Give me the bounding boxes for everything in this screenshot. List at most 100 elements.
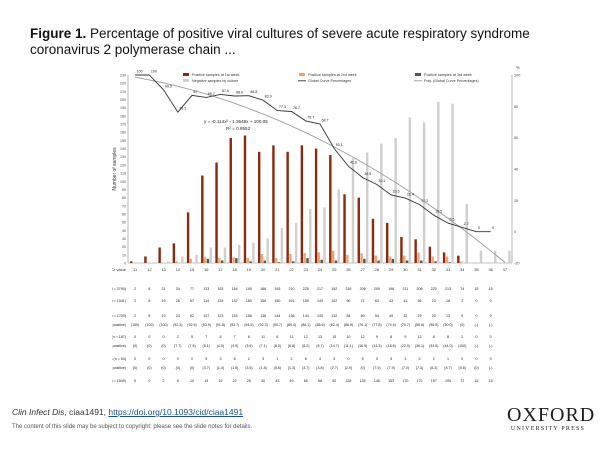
y-tick-label: 150	[120, 139, 126, 143]
table-cell: 210	[289, 287, 295, 291]
table-cell: (7.1)	[259, 344, 266, 348]
bar-week2	[246, 258, 250, 263]
y-tick-label: 160	[120, 131, 126, 135]
curve-data-label: 90.5	[165, 84, 172, 88]
table-cell: (93.7)	[230, 323, 239, 327]
bar-week2	[388, 256, 392, 263]
table-cell: (-)	[489, 344, 493, 348]
table-cell: 54	[375, 314, 379, 318]
x-tick-label: 37	[503, 267, 508, 272]
table-cell: 153	[232, 314, 238, 318]
table-cell: 8	[433, 335, 435, 339]
article-id: , ciaa1491,	[64, 407, 109, 417]
table-cell: 6	[276, 335, 278, 339]
table-cell: (0)	[360, 366, 364, 370]
table-cell: 49	[290, 379, 294, 383]
table-cell: (0)	[133, 366, 137, 370]
table-cell: (-)	[475, 344, 479, 348]
table-cell: 74	[460, 287, 464, 291]
journal-name: Clin Infect Dis	[12, 407, 65, 417]
table-cell: 77	[190, 287, 194, 291]
y-tick-label: 0	[124, 262, 126, 266]
y-tick-label: 220	[120, 82, 126, 86]
curve-data-label: 85.7	[208, 92, 215, 96]
bar-week3	[420, 260, 423, 263]
table-cell: 0	[148, 335, 150, 339]
table-cell: (0)	[474, 366, 478, 370]
table-cell: 2	[134, 314, 136, 318]
table-cell: 2	[134, 299, 136, 303]
table-cell: 49	[389, 314, 393, 318]
table-cell: 135	[360, 379, 366, 383]
curve-data-label: 76.7	[293, 106, 300, 110]
table-cell: 2	[433, 357, 435, 361]
bar-week1	[414, 239, 417, 263]
table-cell: (7.0)	[402, 366, 409, 370]
y-tick-label: 170	[120, 123, 126, 127]
table-cell: (70.7)	[401, 323, 410, 327]
table-cell: 30	[261, 379, 265, 383]
bar-week2	[360, 253, 363, 263]
table-cell: 0	[490, 299, 492, 303]
table-cell: 3	[419, 357, 421, 361]
table-cell: 7	[205, 335, 207, 339]
bar-negative	[223, 247, 227, 263]
curve-data-label: 83.9	[265, 95, 272, 99]
bar-week3	[277, 262, 281, 263]
y-tick-label: 40	[122, 229, 126, 233]
legend-label: Positive samples at 1st week	[192, 73, 239, 77]
table-row-label: Week 3: number of positives (n = 54)	[112, 357, 126, 361]
bar-negative	[309, 209, 312, 263]
y2-tick-label: 60	[514, 136, 518, 140]
bar-week1	[272, 145, 275, 263]
bar-week1	[243, 135, 247, 263]
y-axis-title: Number of samples	[112, 147, 118, 191]
table-cell: 1	[276, 357, 278, 361]
table-cell: (18.6)	[386, 344, 395, 348]
culture-chart: 0102030405060708090100110120130140150160…	[112, 65, 520, 383]
table-cell: 8	[148, 299, 150, 303]
table-cell: 2	[163, 379, 165, 383]
curve-data-label: 53.1	[336, 143, 343, 147]
table-cell: 68	[318, 379, 322, 383]
bar-negative	[380, 143, 383, 263]
y-tick-label: 190	[120, 106, 126, 110]
bar-week2	[275, 258, 278, 263]
table-row-label: Week 2: number of positives (n = 187)	[112, 335, 126, 339]
bar-week2	[445, 256, 449, 263]
x-tick-label: 36	[488, 267, 493, 272]
bar-week2	[218, 258, 221, 263]
table-cell: 136	[289, 314, 295, 318]
bar-week2	[403, 255, 406, 263]
table-cell: 132	[331, 314, 337, 318]
table-cell: 19	[162, 299, 166, 303]
copyright-notice: The content of this slide may be subject…	[12, 424, 253, 430]
table-cell: 0	[490, 314, 492, 318]
table-cell: 0	[475, 299, 477, 303]
table-cell: 193	[274, 287, 280, 291]
bar-week1	[201, 175, 204, 263]
curve-data-label: 0	[492, 226, 494, 230]
curve-data-label: 77.3	[279, 105, 286, 109]
bar-negative	[252, 242, 255, 263]
table-cell: 6	[219, 335, 221, 339]
table-cell: 128	[345, 379, 351, 383]
x-tick-label: 14	[176, 267, 181, 272]
bar-week1	[400, 236, 403, 263]
x-tick-label: 25	[332, 267, 337, 272]
doi-link[interactable]: https://doi.org/10.1093/cid/ciaa1491	[108, 407, 244, 417]
bar-week1	[215, 162, 218, 263]
table-cell: (4.9)	[231, 344, 238, 348]
table-cell: 102	[331, 299, 337, 303]
table-cell: 149	[317, 299, 323, 303]
table-cell: 192	[331, 287, 337, 291]
curve-data-label: 76.3	[179, 107, 186, 111]
bar-negative	[366, 152, 369, 263]
table-cell: (92.3)	[173, 323, 182, 327]
table-cell: 66	[304, 379, 308, 383]
x-tick-label: 13	[161, 267, 166, 272]
table-cell: (-)	[489, 366, 493, 370]
y-tick-label: 180	[120, 114, 126, 118]
table-cell: 15	[489, 287, 493, 291]
legend-swatch	[299, 73, 305, 76]
